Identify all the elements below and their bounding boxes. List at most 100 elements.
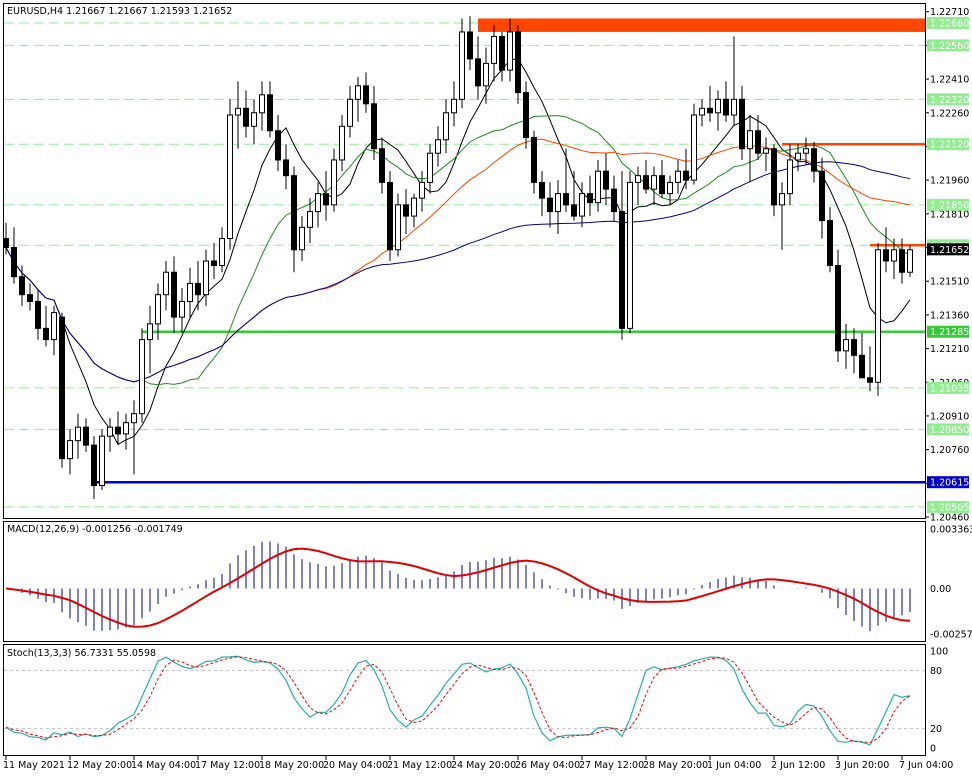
candle-body[interactable] [779, 193, 785, 206]
candle-body[interactable] [3, 238, 9, 249]
candle-body[interactable] [843, 339, 849, 352]
candle-body[interactable] [619, 211, 625, 329]
candle-body[interactable] [443, 112, 449, 141]
candle-body[interactable] [283, 159, 289, 177]
candle-body[interactable] [891, 249, 897, 262]
candle-body[interactable] [387, 181, 393, 251]
candle-body[interactable] [259, 94, 265, 114]
candle-body[interactable] [355, 85, 361, 100]
candle-body[interactable] [83, 426, 89, 446]
candle-body[interactable] [531, 136, 537, 183]
candle-body[interactable] [195, 282, 201, 296]
candle-body[interactable] [763, 148, 769, 154]
candle-body[interactable] [483, 62, 489, 87]
candle-body[interactable] [75, 426, 81, 442]
candle-body[interactable] [683, 170, 689, 181]
candle-body[interactable] [659, 175, 665, 195]
candle-body[interactable] [555, 193, 561, 213]
candle-body[interactable] [139, 339, 145, 415]
candle-body[interactable] [243, 107, 249, 127]
candle-body[interactable] [67, 440, 73, 460]
candle-body[interactable] [603, 170, 609, 190]
candle-body[interactable] [35, 300, 41, 329]
resistance-band[interactable] [478, 18, 925, 32]
candle-body[interactable] [91, 444, 97, 487]
candle-body[interactable] [899, 249, 905, 273]
candle-body[interactable] [315, 193, 321, 213]
candle-body[interactable] [163, 271, 169, 296]
candle-body[interactable] [395, 204, 401, 251]
candle-body[interactable] [339, 125, 345, 161]
candle-body[interactable] [475, 58, 481, 87]
candle-body[interactable] [227, 114, 233, 240]
candle-body[interactable] [307, 211, 313, 228]
candle-body[interactable] [251, 112, 257, 127]
candle-body[interactable] [267, 94, 273, 132]
candle-body[interactable] [675, 170, 681, 183]
candle-body[interactable] [499, 35, 505, 71]
candle-body[interactable] [51, 312, 57, 341]
candle-body[interactable] [859, 354, 865, 379]
candle-body[interactable] [587, 193, 593, 204]
candle-body[interactable] [907, 249, 913, 273]
candle-body[interactable] [203, 260, 209, 296]
candle-body[interactable] [571, 204, 577, 217]
candle-body[interactable] [379, 148, 385, 183]
candle-body[interactable] [403, 204, 409, 217]
candle-body[interactable] [515, 31, 521, 94]
candle-body[interactable] [819, 170, 825, 222]
candle-body[interactable] [291, 175, 297, 251]
candle-body[interactable] [99, 435, 105, 487]
candle-body[interactable] [59, 316, 65, 460]
candle-body[interactable] [235, 107, 241, 116]
candle-body[interactable] [611, 188, 617, 213]
candle-body[interactable] [427, 152, 433, 183]
candle-body[interactable] [19, 276, 25, 296]
candle-body[interactable] [755, 130, 761, 154]
candle-body[interactable] [331, 159, 337, 206]
candle-body[interactable] [627, 181, 633, 329]
candle-body[interactable] [795, 152, 801, 161]
candle-body[interactable] [451, 98, 457, 114]
candle-body[interactable] [171, 271, 177, 318]
candle-body[interactable] [835, 264, 841, 352]
candle-body[interactable] [579, 193, 585, 217]
candle-body[interactable] [123, 422, 129, 435]
candle-body[interactable] [827, 220, 833, 266]
candle-body[interactable] [187, 282, 193, 302]
candle-body[interactable] [155, 294, 161, 325]
candle-body[interactable] [27, 294, 33, 302]
candle-body[interactable] [731, 98, 737, 116]
candle-body[interactable] [435, 139, 441, 154]
candle-body[interactable] [547, 197, 553, 213]
candle-body[interactable] [275, 130, 281, 161]
candle-body[interactable] [363, 85, 369, 105]
candle-body[interactable] [811, 148, 817, 172]
candle-body[interactable] [219, 238, 225, 266]
candle-body[interactable] [667, 181, 673, 195]
candle-body[interactable] [131, 413, 137, 424]
candle-body[interactable] [867, 377, 873, 383]
candle-body[interactable] [523, 92, 529, 138]
candle-body[interactable] [635, 175, 641, 183]
candle-body[interactable] [739, 98, 745, 150]
candle-body[interactable] [643, 175, 649, 190]
candle-body[interactable] [507, 31, 513, 71]
candle-body[interactable] [323, 193, 329, 206]
candle-body[interactable] [539, 181, 545, 199]
candle-body[interactable] [411, 197, 417, 217]
candle-body[interactable] [787, 159, 793, 195]
candle-body[interactable] [179, 300, 185, 318]
candle-body[interactable] [707, 107, 713, 114]
candle-body[interactable] [459, 31, 465, 100]
candle-body[interactable] [691, 114, 697, 181]
candle-body[interactable] [115, 426, 121, 435]
candle-body[interactable] [883, 249, 889, 262]
candle-body[interactable] [147, 323, 153, 341]
candle-body[interactable] [771, 148, 777, 206]
candle-body[interactable] [595, 170, 601, 204]
candle-body[interactable] [371, 103, 377, 150]
candle-body[interactable] [299, 226, 305, 251]
candle-body[interactable] [803, 148, 809, 154]
candle-body[interactable] [651, 175, 657, 190]
